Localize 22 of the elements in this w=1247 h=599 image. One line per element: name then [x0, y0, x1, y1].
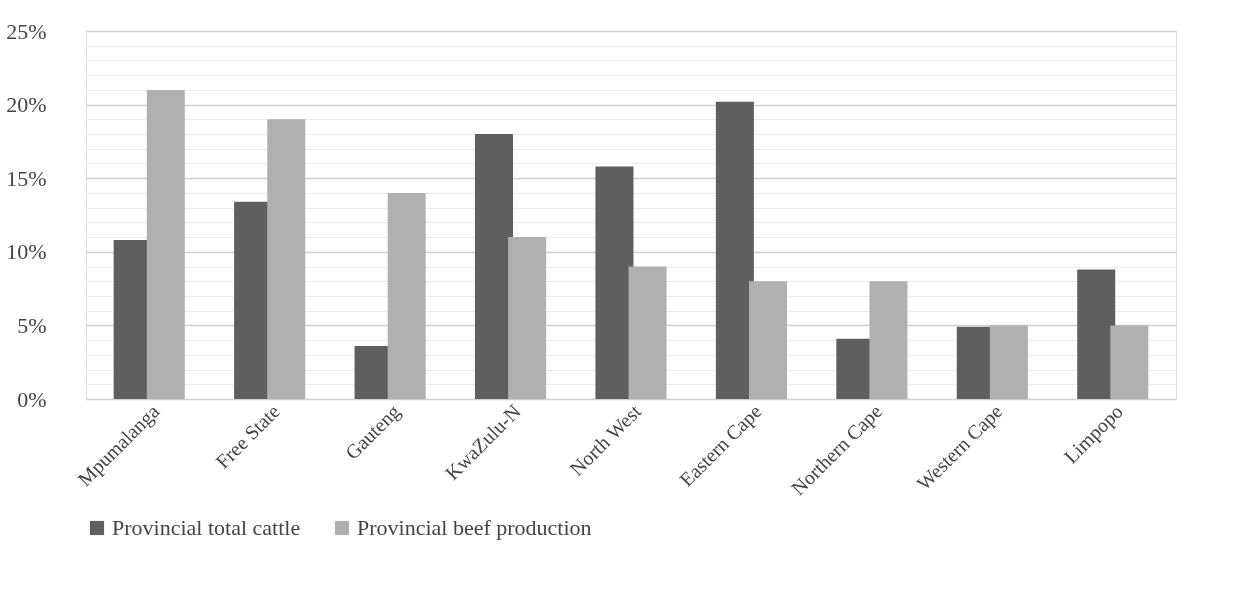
- bar: [387, 192, 426, 399]
- y-tick-label: 20%: [6, 92, 47, 118]
- bar: [989, 325, 1028, 399]
- bar: [715, 101, 754, 399]
- y-tick-label: 25%: [6, 18, 47, 44]
- bar: [1077, 269, 1116, 399]
- y-tick-label: 10%: [6, 239, 47, 265]
- y-tick-label: 0%: [17, 386, 47, 412]
- bar: [146, 89, 185, 399]
- bar: [1110, 325, 1149, 399]
- bar: [595, 166, 634, 399]
- bar: [628, 266, 667, 399]
- legend-label: Provincial beef production: [357, 515, 592, 540]
- y-tick-label: 5%: [17, 312, 47, 338]
- x-tick-label: Free State: [211, 400, 284, 473]
- bar: [508, 237, 547, 399]
- y-tick-label: 15%: [6, 165, 47, 191]
- bar: [869, 281, 908, 399]
- bar: [475, 134, 513, 399]
- bar: [267, 119, 306, 399]
- bar: [749, 281, 787, 399]
- legend-label: Provincial total cattle: [112, 515, 301, 540]
